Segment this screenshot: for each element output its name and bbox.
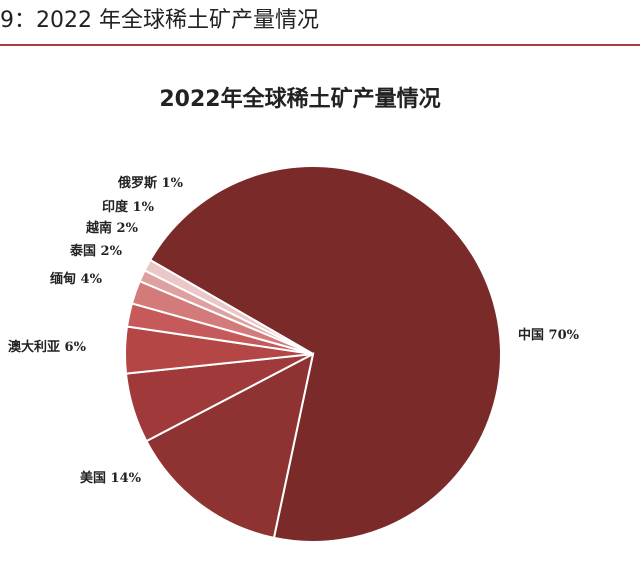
slice-label-4: 泰国 2% — [69, 243, 123, 259]
pie-slice-0 — [148, 165, 502, 543]
caption-divider — [0, 44, 640, 46]
chart-title: 2022年全球稀土矿产量情况 — [159, 86, 440, 112]
slice-label-5: 越南 2% — [85, 220, 139, 236]
figure-caption: 9：2022 年全球稀土矿产量情况 — [0, 8, 319, 33]
pie-chart: 2022年全球稀土矿产量情况 中国 70% 美国 14% 澳大利亚 6% 缅甸 4% 泰… — [8, 86, 580, 543]
pie-slices — [124, 165, 502, 543]
slice-label-2: 澳大利亚 6% — [8, 339, 87, 355]
slice-label-0: 中国 70% — [518, 327, 580, 343]
pie-slice-7 — [143, 258, 314, 355]
slice-label-3: 缅甸 4% — [50, 271, 103, 287]
slice-label-1: 美国 14% — [80, 470, 142, 486]
pie-labels: 中国 70% 美国 14% 澳大利亚 6% 缅甸 4% 泰国 2% 越南 2% 印度 1% 俄… — [8, 175, 580, 486]
slice-label-7: 俄罗斯 1% — [117, 175, 184, 191]
pie-slice-1 — [145, 352, 315, 540]
slice-label-6: 印度 1% — [102, 199, 155, 215]
chart-panel: 2022年全球稀土矿产量情况 中国 70% 美国 14% 澳大利亚 6% 缅甸 4% 泰… — [0, 56, 640, 580]
